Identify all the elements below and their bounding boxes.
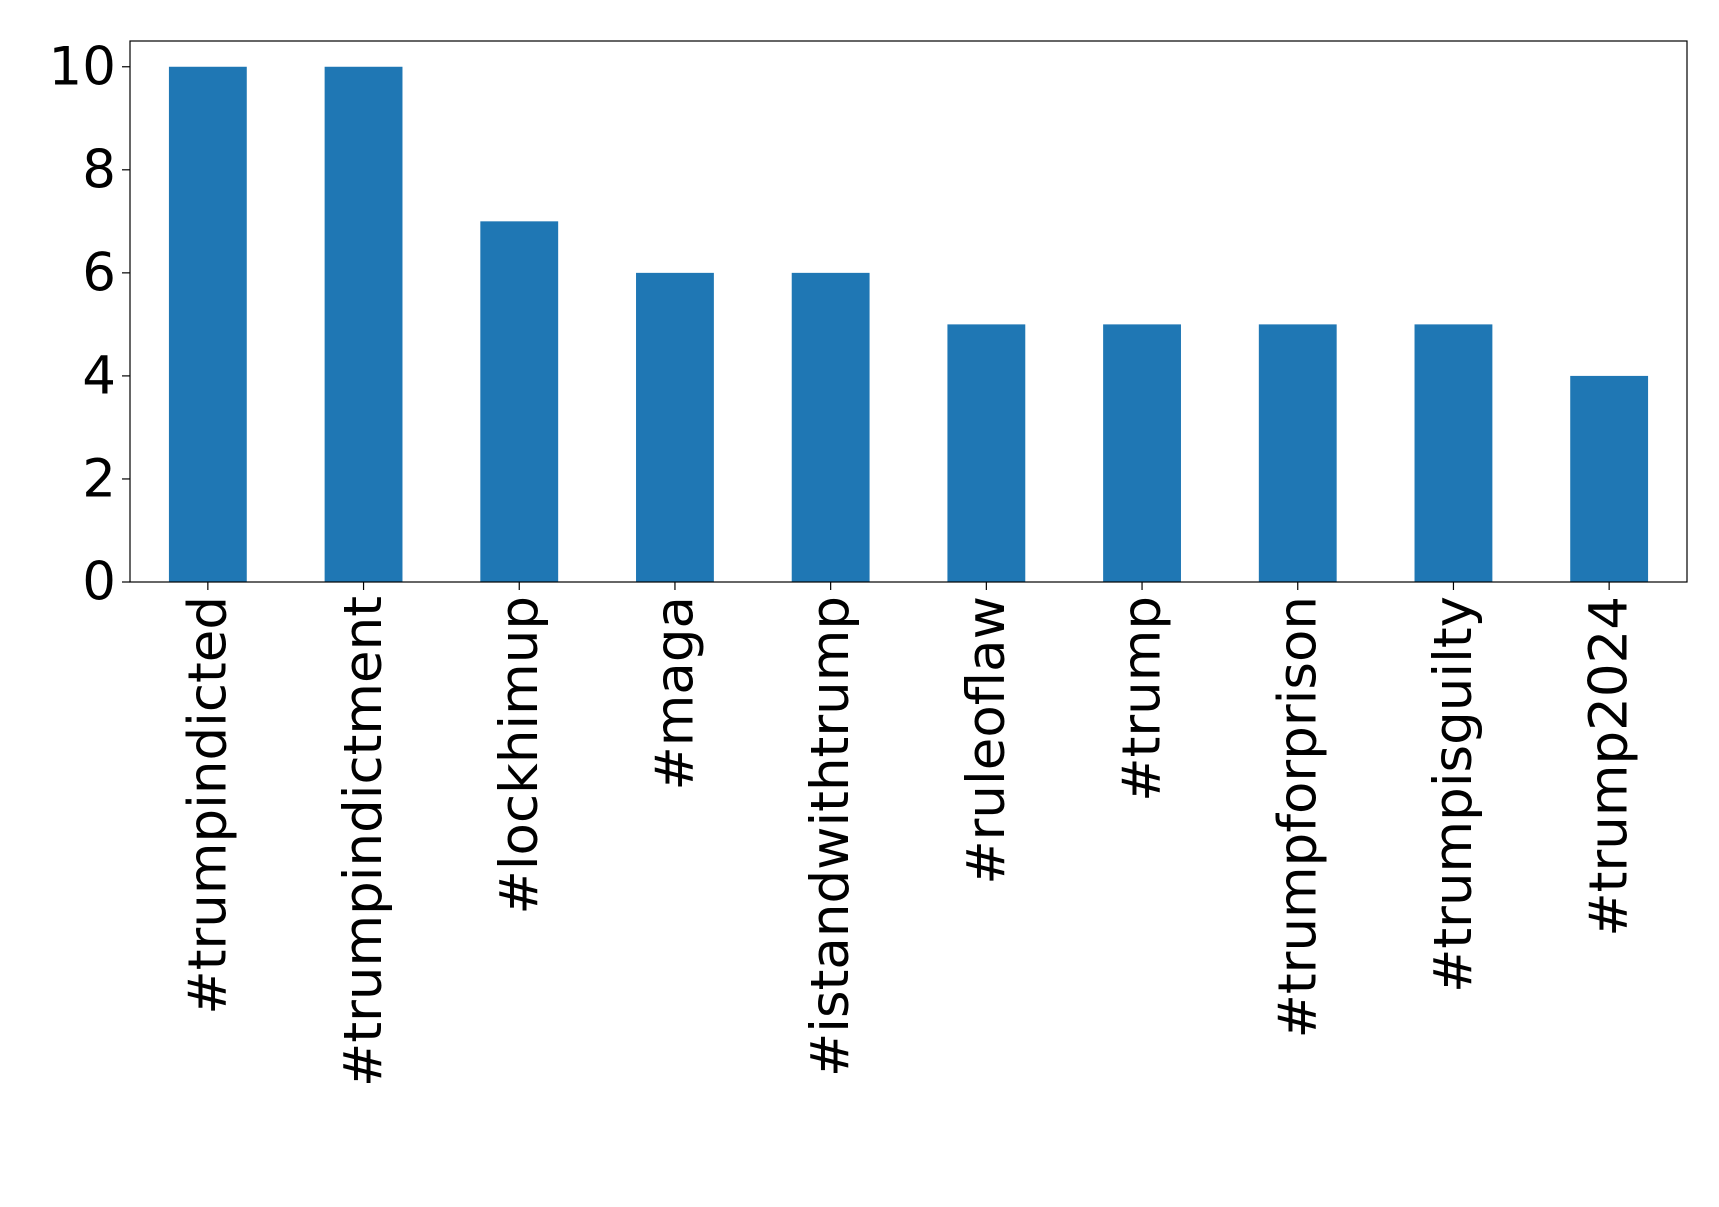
- x-tick-label: #maga: [644, 596, 705, 791]
- bar: [324, 66, 403, 582]
- x-tick-label: #ruleoflaw: [956, 596, 1017, 885]
- y-tick-label: 8: [82, 139, 116, 200]
- x-tick-label: #istandwithtrump: [800, 596, 861, 1077]
- y-tick-label: 4: [82, 345, 116, 406]
- x-tick-label: #trumpisguilty: [1423, 596, 1484, 993]
- x-tick-label: #lockhimup: [489, 596, 550, 915]
- y-tick-label: 2: [82, 448, 116, 509]
- y-tick-label: 6: [82, 242, 116, 303]
- bar: [791, 272, 870, 582]
- bar: [1570, 375, 1649, 582]
- x-tick-label: #trump: [1112, 596, 1173, 802]
- x-tick-label: #trumpforprison: [1267, 596, 1328, 1039]
- bar: [1414, 324, 1493, 582]
- bar: [1103, 324, 1181, 582]
- x-tick-label: #trump2024: [1579, 596, 1640, 937]
- x-tick-label: #trumpindicted: [177, 596, 238, 1015]
- y-tick-label: 0: [82, 552, 116, 613]
- bar: [636, 272, 714, 582]
- bar: [947, 324, 1026, 582]
- bar: [1258, 324, 1337, 582]
- plot-frame: [129, 40, 1688, 583]
- bar: [480, 221, 559, 583]
- bar: [168, 66, 247, 582]
- x-tick-label: #trumpindictment: [333, 596, 394, 1087]
- y-tick-label: 10: [49, 36, 116, 97]
